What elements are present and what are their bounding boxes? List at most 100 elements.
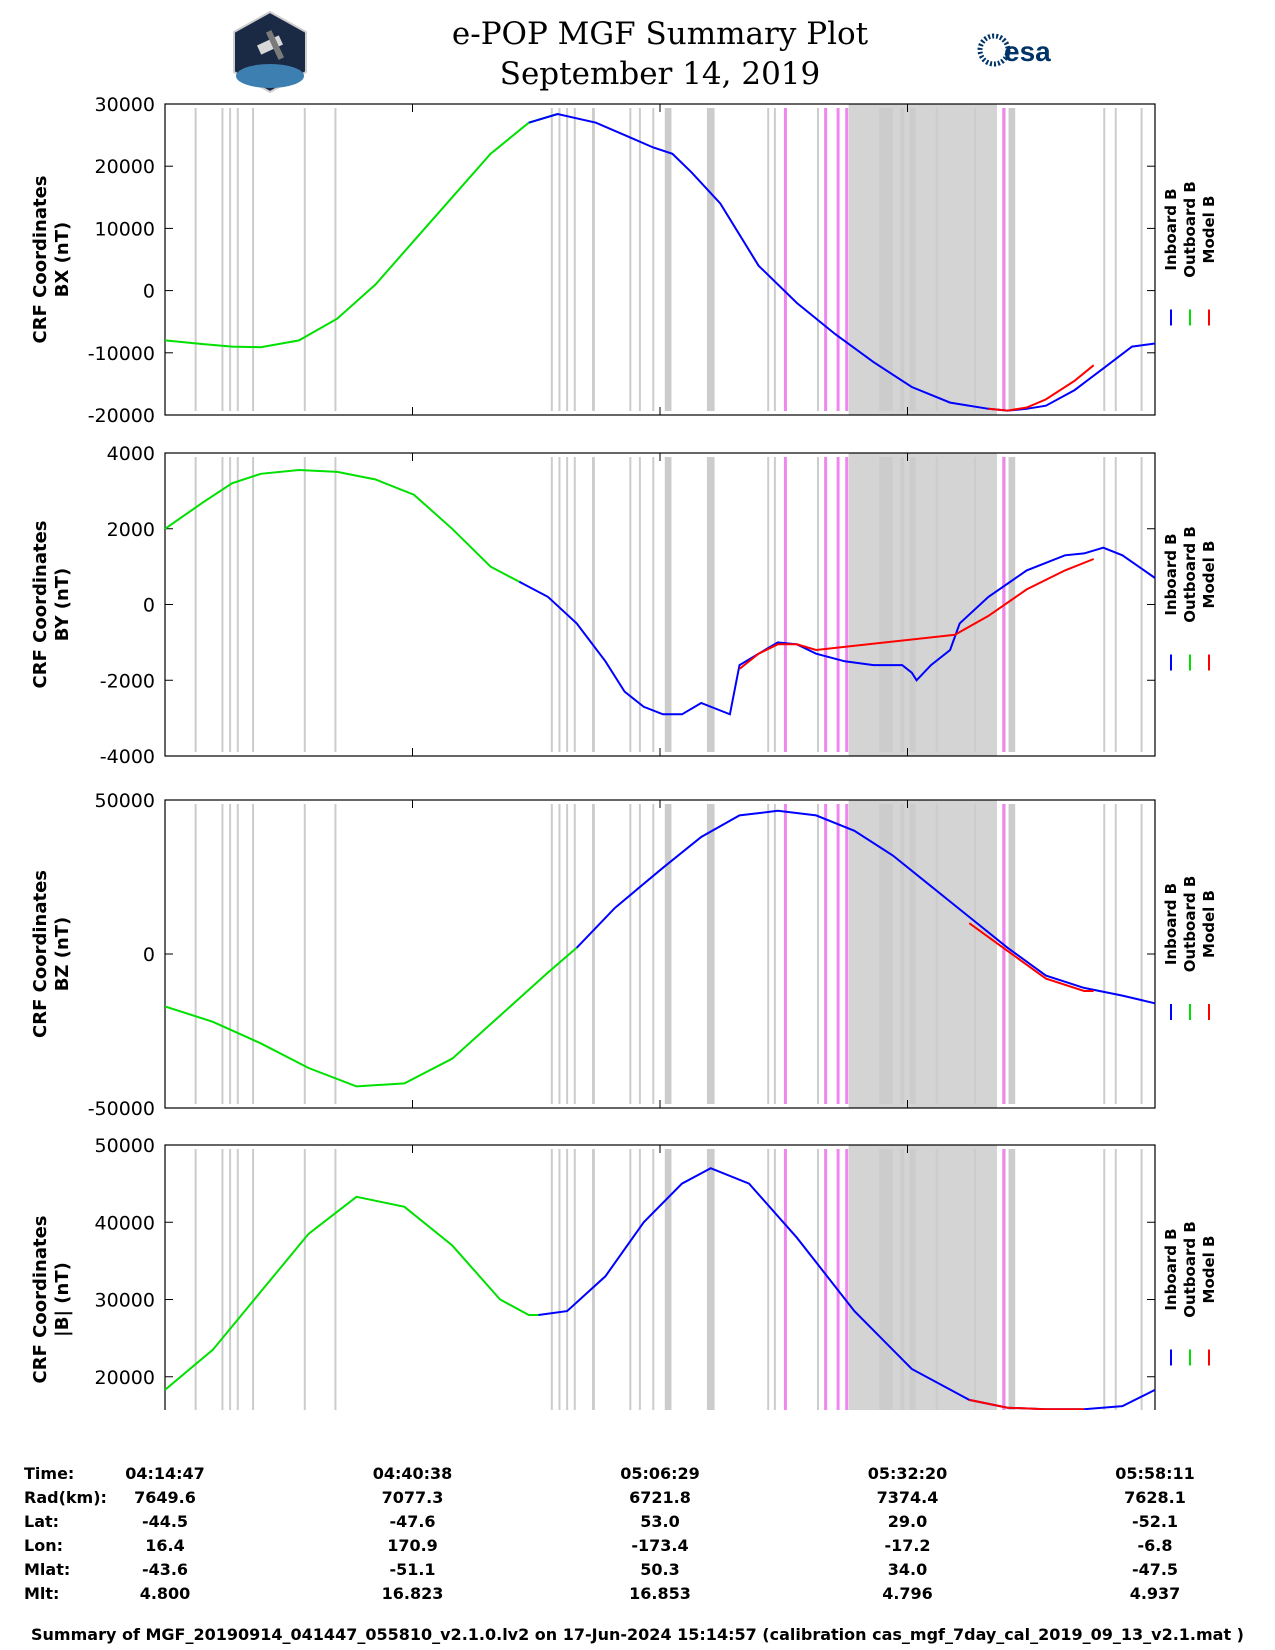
series-outboard-b <box>164 468 520 583</box>
series-inboard-b <box>528 112 1156 412</box>
ephemeris-value: -6.8 <box>1137 1536 1173 1555</box>
ephemeris-value: 170.9 <box>387 1536 438 1555</box>
ephemeris-value: 16.4 <box>145 1536 185 1555</box>
ephemeris-value: -52.1 <box>1131 1512 1179 1531</box>
ephemeris-value: 4.800 <box>139 1584 191 1603</box>
flag-block <box>664 804 672 1104</box>
flag-block <box>664 108 672 411</box>
ephemeris-value: 4.796 <box>882 1584 933 1603</box>
ephemeris-value: -44.5 <box>141 1512 189 1531</box>
ephemeris-value: 7628.1 <box>1124 1488 1186 1507</box>
ephemeris-value: -17.2 <box>884 1536 931 1555</box>
ephemeris-value: 16.823 <box>381 1584 444 1603</box>
ephemeris-row-label: Lat: <box>24 1512 60 1531</box>
ephemeris-row-label: Mlat: <box>24 1560 71 1579</box>
y-tick-label: 10000 <box>95 218 155 240</box>
y-tick-label: -2000 <box>100 670 155 692</box>
flag-block <box>1008 457 1016 752</box>
ephemeris-value: 6721.8 <box>629 1488 691 1507</box>
y-tick-label: 0 <box>143 595 155 617</box>
legend-label: Outboard B <box>1181 181 1199 278</box>
y-tick-label: -4000 <box>100 746 155 768</box>
y-tick-label: 2000 <box>107 519 155 541</box>
flag-block <box>900 1149 905 1410</box>
flag-block <box>664 1149 672 1410</box>
legend-label: Model B <box>1200 1236 1218 1304</box>
flag-block <box>900 457 905 752</box>
ephemeris-value: 50.3 <box>640 1560 680 1579</box>
series-model-b <box>969 1398 1085 1410</box>
legend-label: Outboard B <box>1181 876 1199 973</box>
flag-block <box>879 108 893 411</box>
ephemeris-value: 05:06:29 <box>620 1464 700 1483</box>
ephemeris-value: -43.6 <box>141 1560 189 1579</box>
esa-logo-text: esa <box>1004 36 1051 67</box>
legend-label: Model B <box>1200 890 1218 958</box>
flag-block <box>900 804 905 1104</box>
series-inboard-b <box>518 546 1156 716</box>
legend-label: Outboard B <box>1181 1221 1199 1318</box>
y-tick-label: 40000 <box>95 1212 155 1234</box>
series-outboard-b <box>164 1195 539 1391</box>
legend-label: Inboard B <box>1162 533 1180 615</box>
axes-box <box>164 799 1156 1109</box>
series-outboard-b <box>164 947 578 1088</box>
y-axis-label: CRF CoordinatesBZ (nT) <box>30 870 73 1038</box>
title-line-1: e-POP MGF Summary Plot <box>451 16 869 52</box>
ephemeris-value: -47.5 <box>1131 1560 1179 1579</box>
panel-3: 50000 0 -50000 CRF CoordinatesBZ (nT) Inboar… <box>30 790 1218 1120</box>
ephemeris-value: 7374.4 <box>876 1488 939 1507</box>
flag-shade-region <box>848 1145 998 1410</box>
y-tick-label: 0 <box>143 944 155 966</box>
flag-block <box>900 108 905 411</box>
y-axis-label: CRF Coordinates|B| (nT) <box>30 1216 73 1384</box>
legend-label: Outboard B <box>1181 526 1199 623</box>
ephemeris-value: 34.0 <box>887 1560 928 1579</box>
ephemeris-row-label: Mlt: <box>24 1584 60 1603</box>
ephemeris-value: 05:58:11 <box>1115 1464 1195 1483</box>
flag-block <box>592 1149 595 1410</box>
ephemeris-value: -47.6 <box>389 1512 436 1531</box>
flag-block <box>592 457 595 752</box>
panel-1: 30000 20000 10000 0 -10000 -20000 CRF Coordina… <box>30 94 1218 427</box>
ephemeris-row-label: Rad(km): <box>24 1488 107 1507</box>
ephemeris-row-label: Time: <box>24 1464 75 1483</box>
flag-block <box>592 804 595 1104</box>
esa-logo: esa <box>977 33 1051 67</box>
y-tick-label: 20000 <box>95 1367 155 1389</box>
flag-block <box>909 804 916 1104</box>
ephemeris-value: 29.0 <box>887 1512 928 1531</box>
ephemeris-value: 53.0 <box>640 1512 680 1531</box>
y-tick-label: 4000 <box>107 443 155 465</box>
flag-block <box>592 108 595 411</box>
flag-block <box>1008 108 1016 411</box>
flag-block <box>879 457 893 752</box>
y-tick-label: 30000 <box>95 1290 155 1312</box>
ephemeris-value: 4.937 <box>1129 1584 1181 1603</box>
flag-block <box>1008 1149 1016 1410</box>
ephemeris-value: -51.1 <box>389 1560 436 1579</box>
ephemeris-row-label: Lon: <box>24 1536 63 1555</box>
ephemeris-value: 04:14:47 <box>125 1464 205 1483</box>
y-tick-label: 0 <box>143 281 155 303</box>
flag-block <box>909 108 916 411</box>
legend-label: Inboard B <box>1162 188 1180 270</box>
ephemeris-value: 05:32:20 <box>867 1464 948 1483</box>
flag-block <box>664 457 672 752</box>
y-tick-label: 50000 <box>95 790 155 812</box>
title-line-2: September 14, 2019 <box>499 56 821 92</box>
y-tick-label: -50000 <box>88 1098 155 1120</box>
legend-label: Inboard B <box>1162 1228 1180 1310</box>
legend-label: Inboard B <box>1162 883 1180 965</box>
y-tick-label: -10000 <box>88 343 155 365</box>
y-axis-label: CRF CoordinatesBX (nT) <box>30 176 73 344</box>
ephemeris-value: 04:40:38 <box>372 1464 453 1483</box>
flag-block <box>879 1149 893 1410</box>
legend-label: Model B <box>1200 196 1218 264</box>
flag-block <box>706 108 715 411</box>
satellite-icon <box>233 10 307 94</box>
y-tick-label: 50000 <box>95 1135 155 1157</box>
flag-block <box>706 1149 715 1410</box>
plot-title: e-POP MGF Summary Plot September 14, 201… <box>380 14 940 94</box>
panel-4: 5000040000300002000010000CRF Coordinates… <box>30 1135 1218 1410</box>
